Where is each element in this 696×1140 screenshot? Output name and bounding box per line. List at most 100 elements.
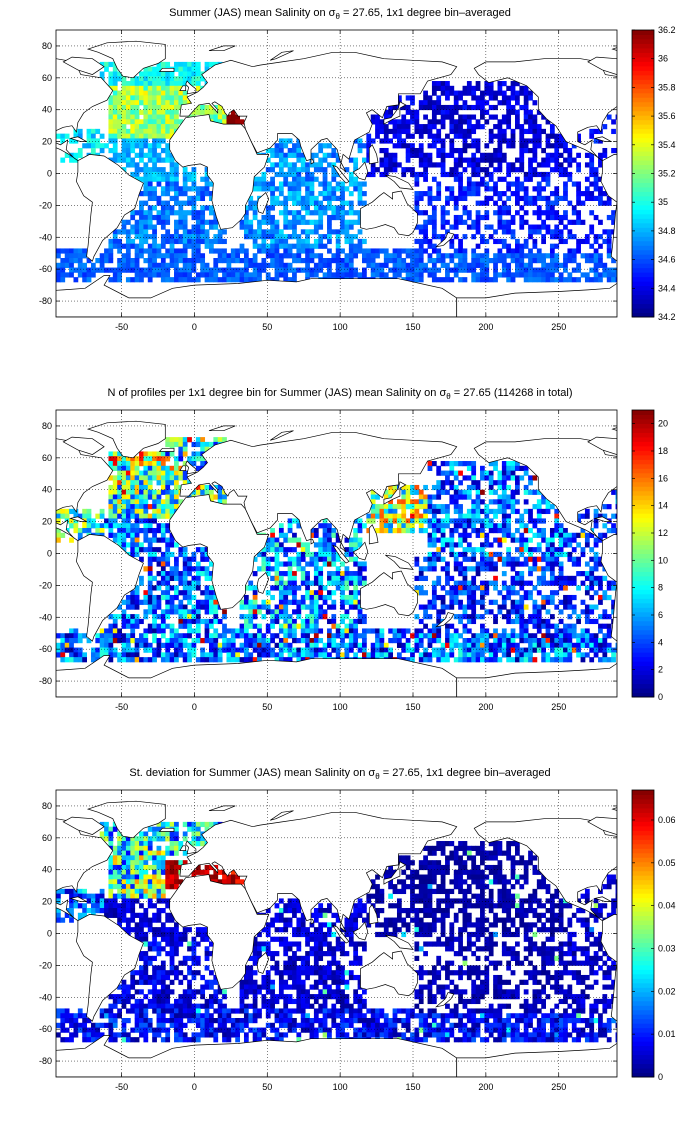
data-cell — [160, 157, 166, 163]
data-cell — [427, 508, 433, 515]
data-cell — [536, 489, 542, 495]
data-cell — [309, 580, 315, 586]
data-cell — [283, 176, 289, 182]
data-cell — [576, 277, 581, 283]
data-cell — [493, 277, 498, 283]
data-cell — [523, 267, 529, 273]
data-cell — [375, 114, 380, 120]
data-cell — [410, 513, 415, 519]
data-cell — [453, 90, 459, 96]
data-cell — [156, 489, 162, 495]
data-cell — [222, 258, 227, 264]
data-cell — [379, 157, 385, 163]
data-cell — [567, 556, 573, 562]
data-cell — [296, 267, 302, 273]
data-cell — [519, 585, 525, 591]
data-cell — [458, 157, 463, 163]
data-cell — [335, 243, 341, 249]
data-cell — [589, 556, 595, 562]
data-cell — [99, 258, 105, 264]
data-cell — [370, 119, 376, 125]
data-cell — [536, 109, 542, 115]
data-cell — [466, 580, 472, 586]
data-cell — [545, 253, 551, 259]
data-cell — [152, 147, 157, 154]
data-cell — [431, 124, 437, 130]
data-cell — [335, 181, 341, 187]
data-cell — [160, 167, 166, 173]
data-cell — [182, 618, 188, 625]
data-cell — [182, 277, 188, 283]
data-cell — [545, 224, 551, 230]
data-cell — [147, 561, 153, 567]
data-cell — [484, 210, 490, 216]
data-cell — [515, 547, 520, 553]
data-cell — [515, 114, 520, 120]
data-cell — [558, 628, 564, 634]
data-cell — [283, 633, 289, 639]
data-cell — [471, 272, 477, 278]
data-cell — [322, 167, 328, 173]
data-cell — [528, 109, 533, 115]
data-cell — [112, 537, 118, 543]
data-cell — [283, 277, 289, 283]
data-cell — [191, 186, 197, 192]
data-cell — [506, 109, 512, 115]
data-cell — [344, 547, 350, 553]
data-cell — [147, 219, 153, 225]
data-cell — [318, 167, 324, 173]
data-cell — [209, 205, 214, 211]
data-cell — [143, 566, 149, 572]
data-cell — [554, 262, 560, 268]
data-cell — [471, 248, 477, 254]
data-cell — [270, 152, 275, 158]
data-cell — [449, 633, 455, 639]
data-cell — [475, 527, 481, 534]
data-cell — [130, 484, 136, 491]
data-cell — [449, 109, 455, 115]
data-cell — [169, 508, 175, 515]
data-cell — [471, 590, 477, 596]
data-cell — [165, 475, 171, 481]
data-cell — [440, 523, 446, 529]
data-cell — [191, 195, 197, 202]
data-cell — [549, 580, 555, 586]
colorbar-step — [632, 195, 654, 201]
data-cell — [195, 186, 201, 192]
data-cell — [480, 604, 485, 610]
data-cell — [165, 542, 171, 548]
data-cell — [567, 272, 573, 278]
data-cell — [165, 200, 171, 206]
data-cell — [108, 633, 114, 639]
data-cell — [313, 262, 319, 268]
data-cell — [379, 523, 385, 529]
data-cell — [554, 253, 560, 259]
data-cell — [300, 551, 306, 558]
data-cell — [174, 475, 179, 481]
data-cell — [222, 248, 227, 254]
data-cell — [532, 277, 538, 283]
data-cell — [213, 609, 219, 615]
data-cell — [519, 571, 525, 577]
data-cell — [528, 638, 533, 644]
data-cell — [160, 147, 166, 154]
data-cell — [327, 143, 332, 149]
data-cell — [152, 90, 157, 96]
data-cell — [95, 128, 101, 135]
data-cell — [331, 599, 337, 605]
data-cell — [195, 104, 201, 111]
data-cell — [182, 580, 188, 586]
data-cell — [73, 277, 79, 283]
data-cell — [593, 277, 599, 283]
data-cell — [182, 210, 188, 216]
data-cell — [169, 124, 175, 130]
data-cell — [191, 176, 197, 182]
data-cell — [519, 162, 525, 168]
data-cell — [453, 104, 459, 111]
data-cell — [536, 513, 542, 519]
data-cell — [283, 157, 289, 163]
data-cell — [519, 599, 525, 605]
data-cell — [160, 200, 166, 206]
data-cell — [598, 219, 603, 225]
data-cell — [598, 513, 603, 519]
